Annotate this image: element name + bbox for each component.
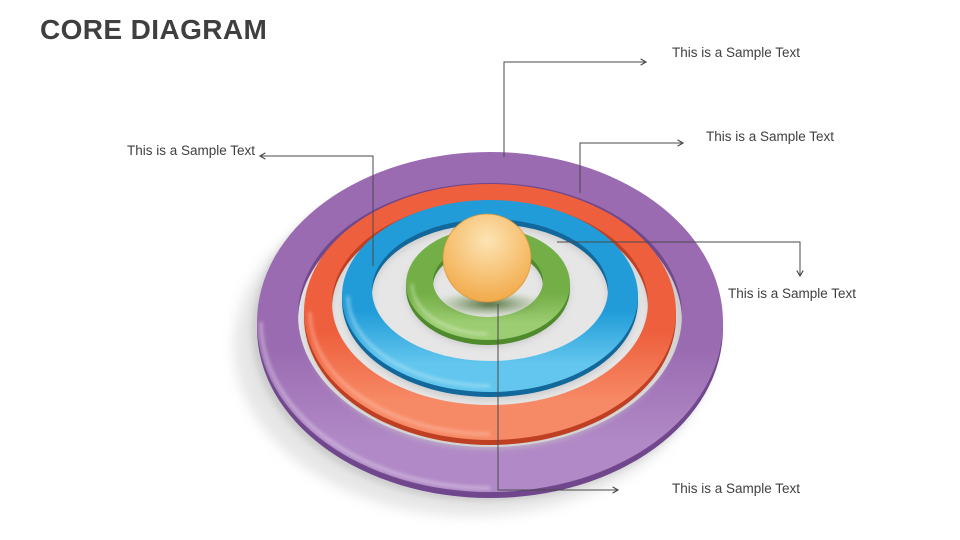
label-upper-right: This is a Sample Text <box>706 129 835 144</box>
ring-purple <box>251 151 724 502</box>
ring-purple-gloss <box>259 321 491 490</box>
ring-blue <box>342 200 638 400</box>
label-bottom: This is a Sample Text <box>672 481 801 496</box>
label-left: This is a Sample Text <box>127 143 256 158</box>
sphere-shadow <box>432 291 546 317</box>
page-title: CORE DIAGRAM <box>40 14 268 45</box>
ring-green-gloss <box>410 283 489 336</box>
connector-right <box>557 241 804 278</box>
core-sphere <box>442 213 532 303</box>
connector-top <box>503 58 648 157</box>
label-right: This is a Sample Text <box>728 286 857 301</box>
ring-orange-gloss <box>308 311 491 436</box>
connector-upper-right <box>579 139 685 193</box>
connector-left <box>258 152 374 266</box>
label-top: This is a Sample Text <box>672 45 801 60</box>
ring-blue-gloss <box>346 295 491 388</box>
connector-bottom <box>497 304 620 494</box>
ring-orange <box>304 184 676 448</box>
